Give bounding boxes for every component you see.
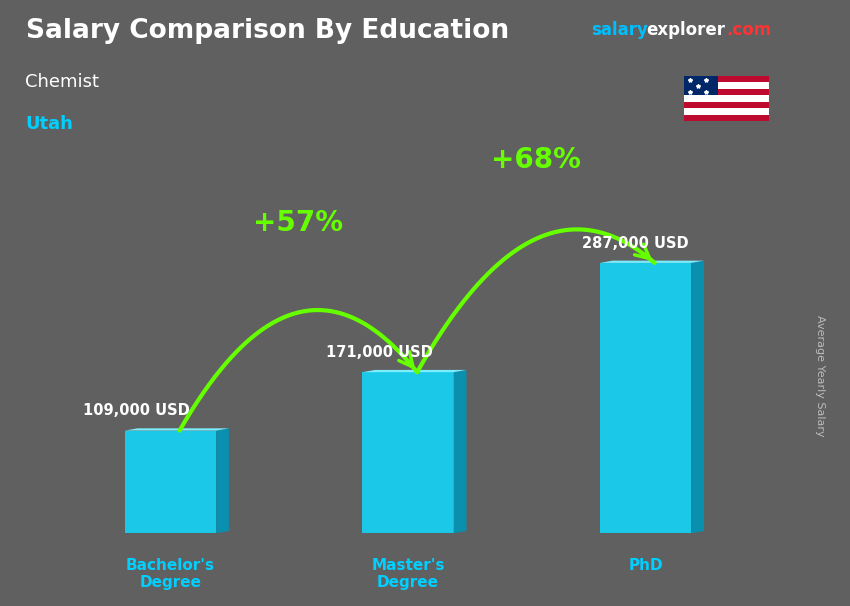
Bar (684, 95, 769, 102)
Text: 109,000 USD: 109,000 USD (82, 404, 190, 418)
Polygon shape (454, 370, 467, 533)
Polygon shape (125, 428, 229, 431)
Polygon shape (216, 428, 229, 533)
Polygon shape (691, 261, 704, 533)
Text: +68%: +68% (491, 146, 581, 174)
Text: salary: salary (591, 21, 648, 39)
Text: Utah: Utah (26, 115, 73, 133)
Text: Salary Comparison By Education: Salary Comparison By Education (26, 18, 508, 44)
Text: .com: .com (727, 21, 772, 39)
Polygon shape (362, 370, 467, 372)
Bar (684, 108, 769, 115)
Text: Average Yearly Salary: Average Yearly Salary (815, 315, 825, 436)
Text: explorer: explorer (646, 21, 725, 39)
Bar (125, 431, 216, 533)
Bar (600, 263, 691, 533)
Text: Chemist: Chemist (26, 73, 99, 91)
Bar (684, 76, 769, 82)
Bar (684, 88, 769, 95)
Text: +57%: +57% (253, 210, 343, 238)
Text: Bachelor's
Degree: Bachelor's Degree (126, 558, 215, 590)
Text: 287,000 USD: 287,000 USD (581, 236, 689, 251)
Bar (684, 82, 769, 88)
Bar (684, 76, 718, 95)
Text: PhD: PhD (628, 558, 663, 573)
Text: Master's
Degree: Master's Degree (371, 558, 445, 590)
Polygon shape (600, 261, 704, 263)
Bar (362, 372, 454, 533)
Text: 171,000 USD: 171,000 USD (326, 345, 433, 360)
Bar (684, 102, 769, 108)
Bar (684, 115, 769, 121)
